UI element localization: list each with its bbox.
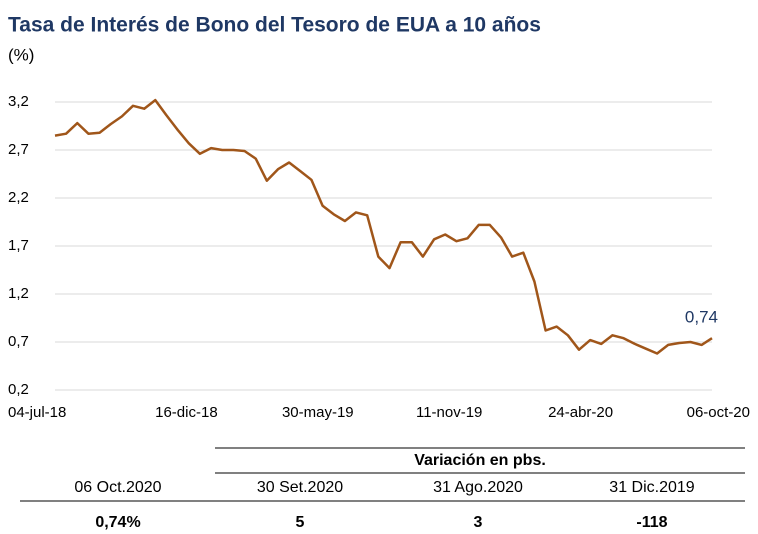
x-tick-label: 24-abr-20 bbox=[548, 404, 613, 421]
table-cell: 5 bbox=[296, 514, 305, 531]
annotation: 0,74 bbox=[685, 308, 718, 327]
y-tick-label: 0,7 bbox=[8, 333, 29, 350]
table-group-header: Variación en pbs. bbox=[414, 452, 546, 469]
x-tick-label: 11-nov-19 bbox=[416, 404, 482, 421]
data-line bbox=[54, 98, 713, 355]
y-tick-label: 1,7 bbox=[8, 237, 29, 254]
chart-subtitle: (%) bbox=[8, 45, 34, 64]
x-tick-label: 16-dic-18 bbox=[155, 404, 218, 421]
table-cell: 0,74% bbox=[95, 514, 140, 531]
table-column-header: 06 Oct.2020 bbox=[74, 479, 161, 496]
y-tick-label: 1,2 bbox=[8, 285, 29, 302]
x-tick-label: 06-oct-20 bbox=[687, 404, 750, 421]
y-tick-label: 2,2 bbox=[8, 189, 29, 206]
table-column-header: 31 Ago.2020 bbox=[433, 479, 523, 496]
x-tick-label: 30-may-19 bbox=[282, 404, 354, 421]
table-cell: 3 bbox=[474, 514, 483, 531]
table-column-header: 31 Dic.2019 bbox=[609, 479, 694, 496]
table-cell: -118 bbox=[636, 514, 667, 531]
table-column-header: 30 Set.2020 bbox=[257, 479, 343, 496]
y-tick-label: 3,2 bbox=[8, 93, 29, 110]
x-tick-label: 04-jul-18 bbox=[8, 404, 66, 421]
y-tick-label: 2,7 bbox=[8, 141, 29, 158]
y-tick-label: 0,2 bbox=[8, 381, 29, 398]
chart-title: Tasa de Interés de Bono del Tesoro de EU… bbox=[8, 14, 541, 37]
